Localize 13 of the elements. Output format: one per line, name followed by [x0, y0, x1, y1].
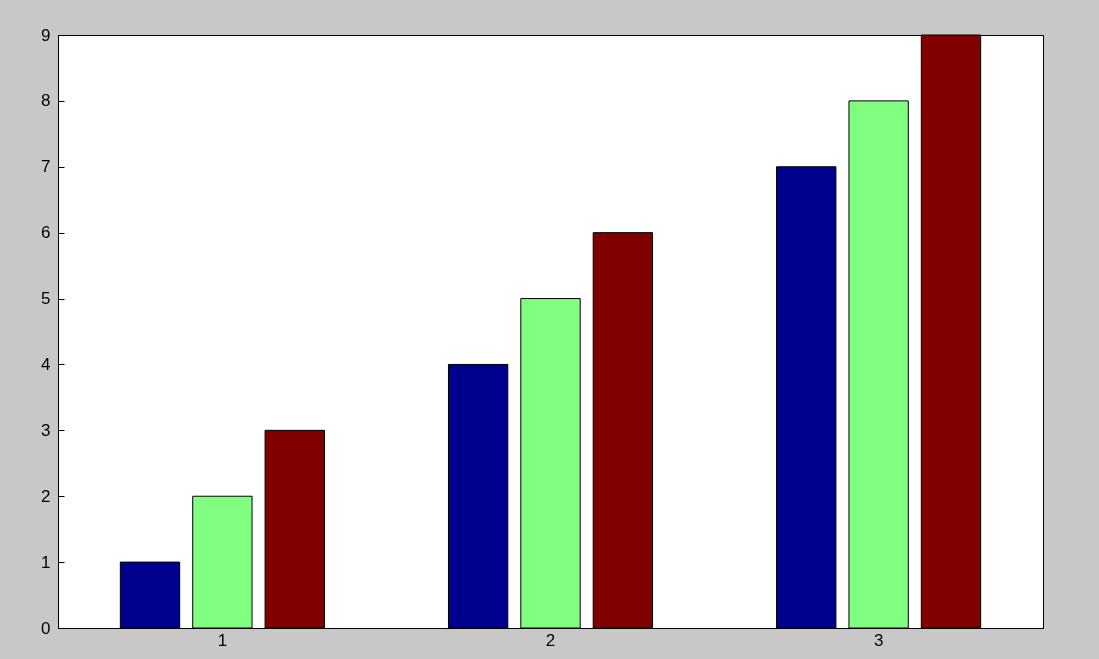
y-tick-label: 8: [41, 91, 51, 111]
x-tick-label: 3: [873, 630, 884, 650]
x-tick-label: 1: [217, 630, 228, 650]
y-tick-label: 6: [41, 223, 51, 243]
x-tick-label: 2: [545, 630, 556, 650]
y-tick-label: 3: [41, 420, 51, 440]
y-tick-label: 5: [41, 289, 51, 309]
y-tick-label: 9: [41, 25, 51, 45]
y-tick-label: 2: [41, 486, 51, 506]
y-tick-label: 0: [41, 618, 51, 638]
y-tick-label: 1: [41, 552, 51, 572]
y-tick-label: 4: [41, 354, 51, 374]
y-tick-label: 7: [41, 157, 51, 177]
